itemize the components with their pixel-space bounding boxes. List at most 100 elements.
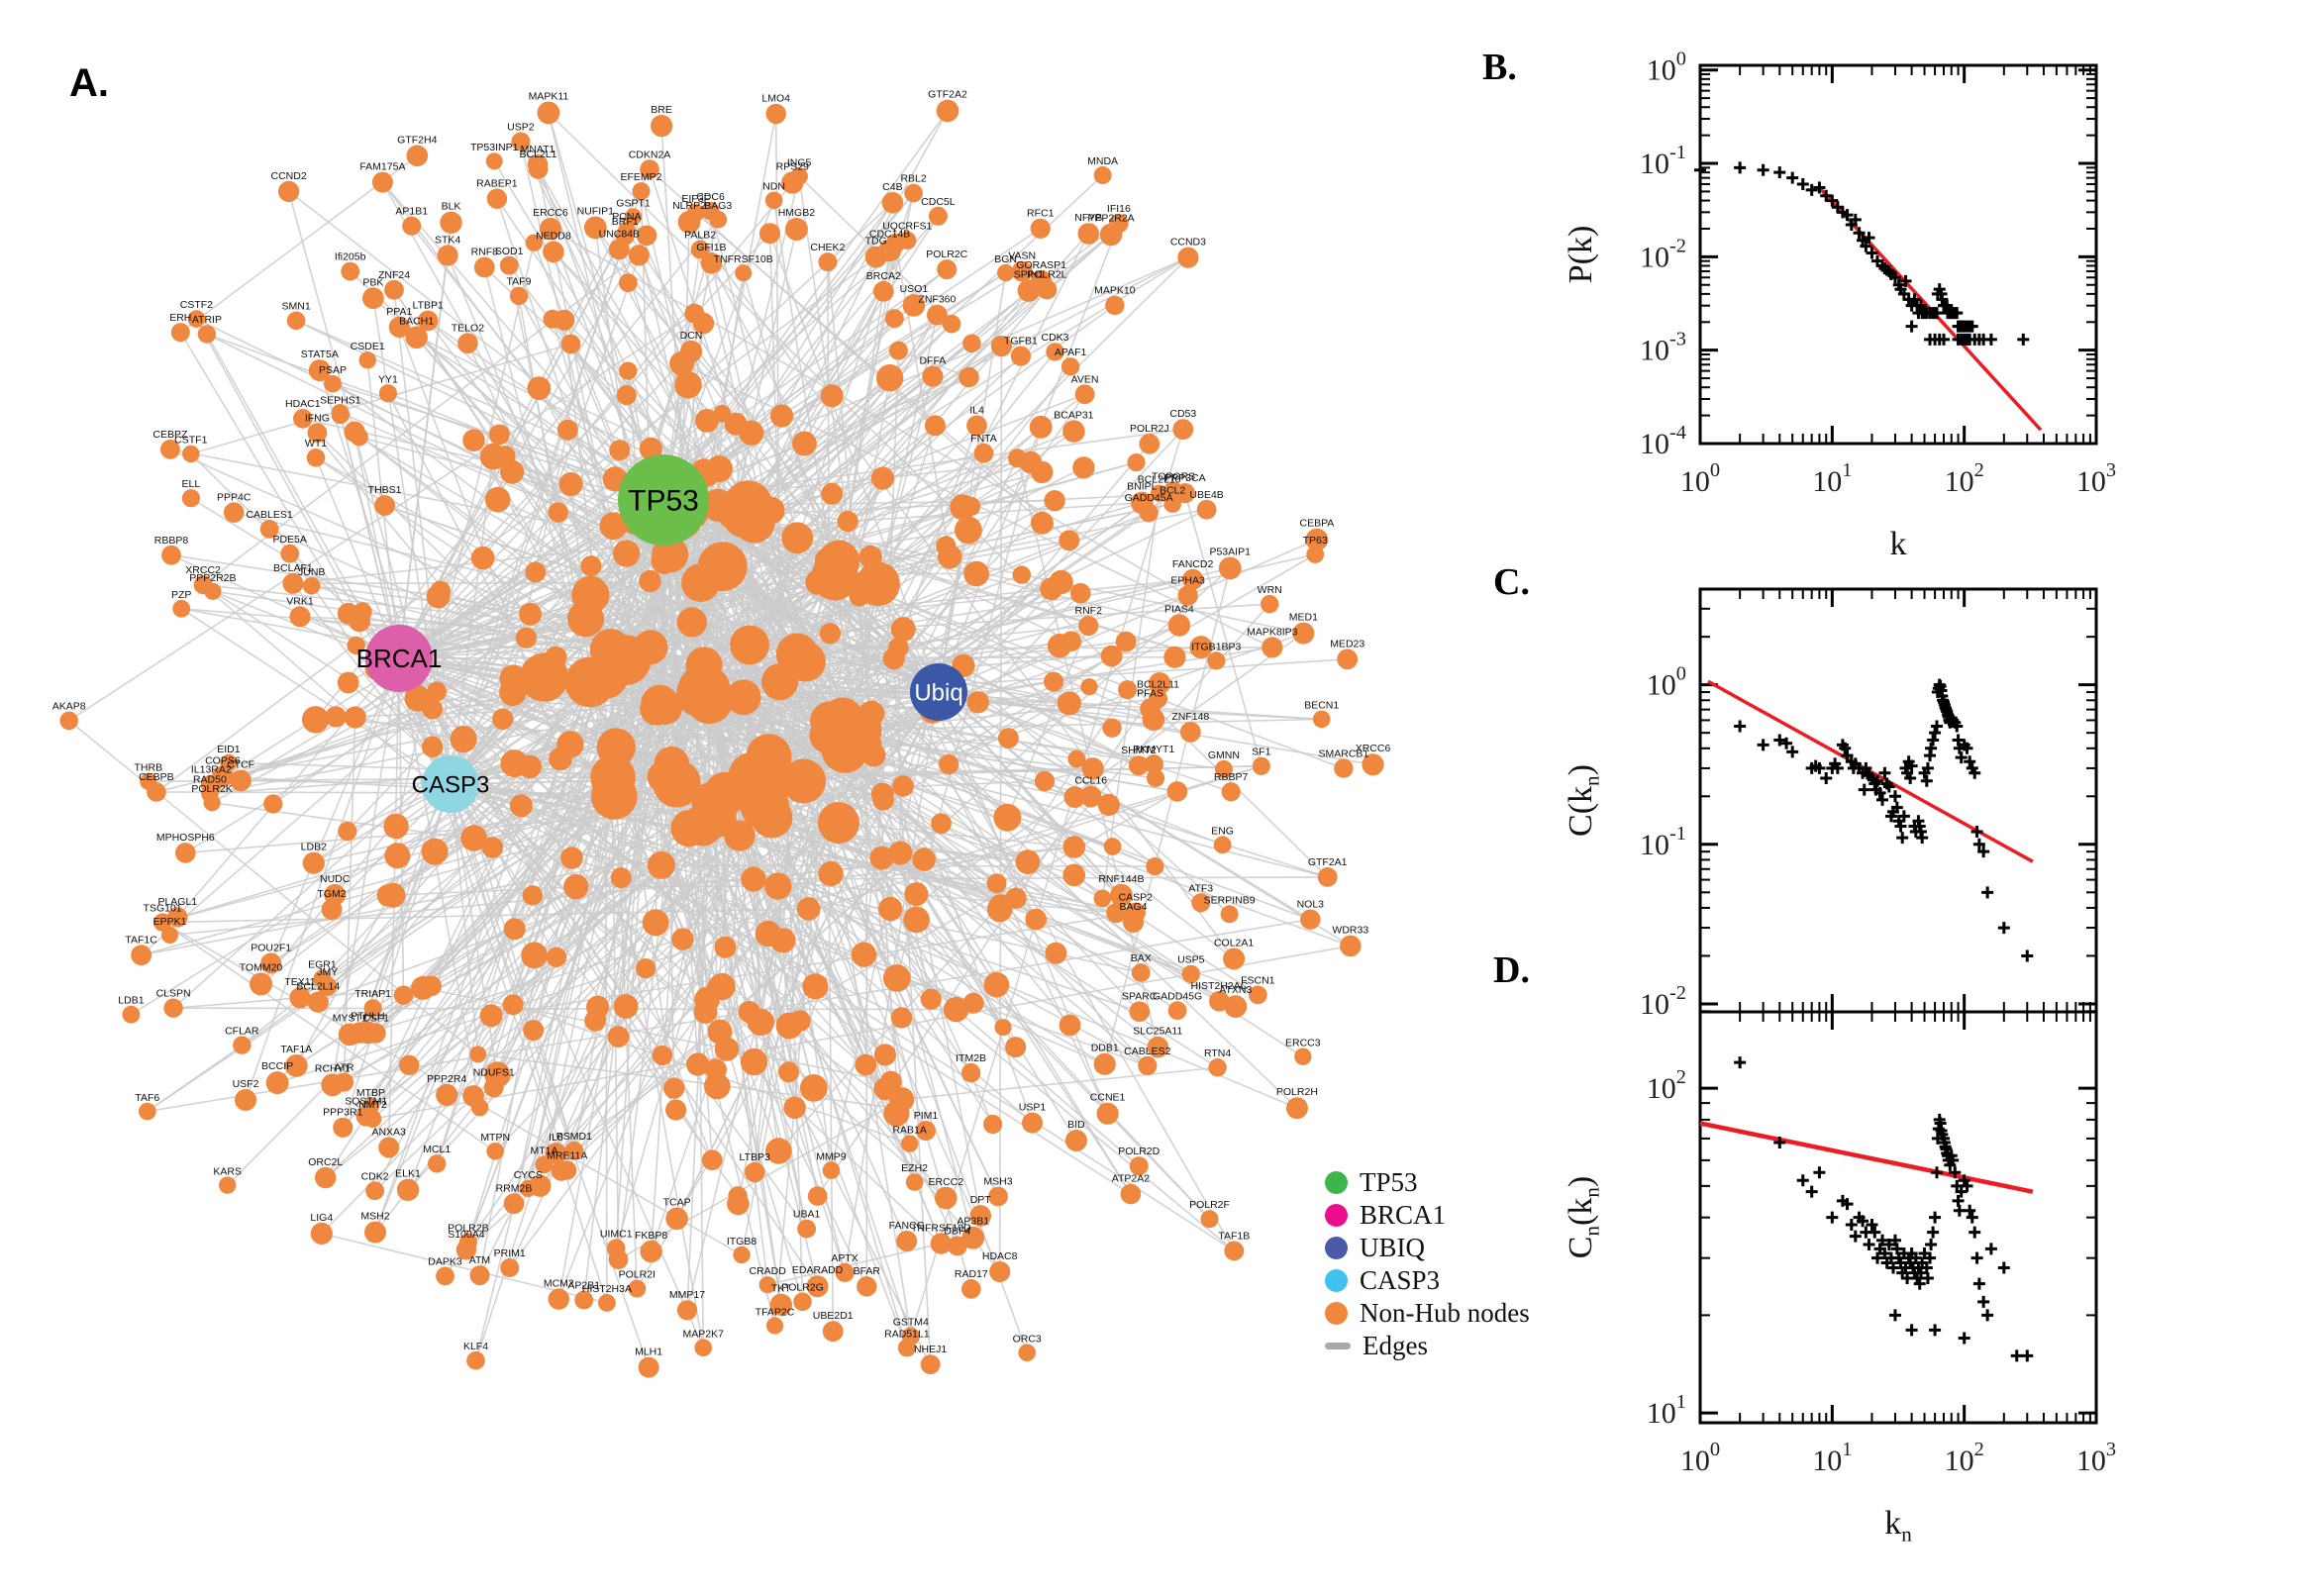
non-hub-node <box>684 303 705 324</box>
non-hub-node <box>1317 867 1338 887</box>
gene-label: RBBP8 <box>154 535 189 547</box>
gene-label: RBBP7 <box>1214 771 1249 783</box>
gene-label: HDAC1 <box>285 398 321 410</box>
non-hub-node <box>937 259 958 280</box>
gene-label: CSDE1 <box>351 341 385 352</box>
non-hub-node <box>502 994 524 1016</box>
non-hub-node <box>388 316 410 338</box>
non-hub-node <box>1025 908 1047 931</box>
gene-label: BCL2L1 <box>520 149 557 160</box>
non-hub-node <box>535 1155 554 1174</box>
panel-label-c: C. <box>1493 561 1530 603</box>
non-hub-node <box>308 359 331 382</box>
non-hub-node <box>1105 295 1125 316</box>
non-hub-node <box>1300 909 1321 930</box>
non-hub-node <box>802 973 829 1000</box>
gene-label: ITGB8 <box>727 1236 758 1247</box>
non-hub-node <box>759 223 780 245</box>
non-hub-node <box>1182 568 1204 590</box>
non-hub-node <box>466 1350 485 1370</box>
tick-label: 101 <box>1812 459 1852 498</box>
tick-label: 101 <box>1812 1439 1852 1477</box>
gene-label: HDAC8 <box>982 1250 1018 1262</box>
non-hub-node <box>525 234 543 251</box>
non-hub-node <box>546 947 567 967</box>
gene-label: NDUFS1 <box>473 1066 515 1078</box>
non-hub-node <box>187 310 206 328</box>
gene-label: LDB1 <box>118 995 144 1007</box>
non-hub-node <box>1172 419 1194 440</box>
non-hub-node <box>1200 1210 1219 1229</box>
non-hub-node <box>560 847 583 869</box>
non-hub-node <box>733 1246 751 1264</box>
non-hub-node <box>758 1276 776 1294</box>
non-hub-node <box>170 323 190 343</box>
non-hub-node <box>263 794 283 814</box>
non-hub-node <box>509 286 529 306</box>
non-hub-node <box>740 1047 768 1076</box>
non-hub-node <box>822 1321 844 1342</box>
gene-label: ITM2B <box>956 1052 986 1064</box>
non-hub-node <box>365 1181 384 1201</box>
non-hub-node <box>422 736 444 757</box>
non-hub-node <box>695 409 719 433</box>
non-hub-node <box>455 1240 477 1260</box>
non-hub-node <box>1080 678 1098 696</box>
gene-label: DFFA <box>919 355 946 367</box>
non-hub-node <box>665 1207 688 1231</box>
gene-label: TELO2 <box>452 322 484 334</box>
gene-label: MYST1 <box>333 1012 367 1024</box>
gene-label: BCLAF1 <box>273 562 313 574</box>
non-hub-node <box>677 210 701 234</box>
scatter-points <box>1694 161 2030 346</box>
gene-label: POLR2B <box>448 1223 488 1235</box>
non-hub-node <box>884 309 904 329</box>
non-hub-node <box>751 797 793 839</box>
non-hub-node <box>384 279 404 300</box>
gene-label: PFAS <box>1137 688 1163 700</box>
non-hub-node <box>427 681 447 702</box>
non-hub-node <box>988 894 1012 918</box>
gene-label: MCM2 <box>544 1277 574 1289</box>
gene-label: POLR2D <box>1118 1146 1160 1157</box>
non-hub-node <box>235 1089 256 1111</box>
non-hub-node <box>479 1004 503 1028</box>
non-hub-node <box>973 443 994 463</box>
non-hub-node <box>651 115 673 138</box>
non-hub-node <box>1012 565 1031 584</box>
non-hub-node <box>260 952 282 974</box>
non-hub-node <box>1337 648 1359 670</box>
scatter-points <box>1734 678 2034 962</box>
gene-label: BLK <box>442 201 461 213</box>
non-hub-node <box>714 936 737 958</box>
non-hub-node <box>983 971 1010 998</box>
non-hub-node <box>313 969 332 988</box>
gene-label: POLR2H <box>1276 1086 1318 1098</box>
legend-swatch-node <box>1325 1204 1348 1227</box>
non-hub-node <box>765 103 786 125</box>
gene-label: FNTA <box>970 433 997 445</box>
non-hub-node <box>608 239 630 260</box>
non-hub-node <box>885 233 906 253</box>
tick-label: 100 <box>1680 459 1720 498</box>
gene-label: BID <box>1067 1119 1085 1131</box>
gene-label: PBK <box>362 276 383 288</box>
non-hub-node <box>421 838 449 865</box>
non-hub-node <box>797 1219 816 1239</box>
tick-label: 103 <box>2076 1439 2116 1477</box>
gene-label: POLR2J <box>1130 423 1169 435</box>
non-hub-node <box>1030 511 1054 535</box>
gene-label: MAPK8IP3 <box>1247 626 1298 638</box>
gene-label: CDK3 <box>1041 332 1068 344</box>
gene-label: AVEN <box>1071 373 1099 385</box>
gene-label: BAG4 <box>1119 901 1147 913</box>
non-hub-node <box>640 159 659 179</box>
gene-label: MMP17 <box>669 1289 705 1301</box>
non-hub-node <box>378 384 397 403</box>
gene-label: EGR1 <box>308 959 337 971</box>
non-hub-node <box>896 1231 918 1251</box>
legend-item: BRCA1 <box>1325 1199 1530 1232</box>
gene-label: ATP2A2 <box>1112 1173 1150 1185</box>
